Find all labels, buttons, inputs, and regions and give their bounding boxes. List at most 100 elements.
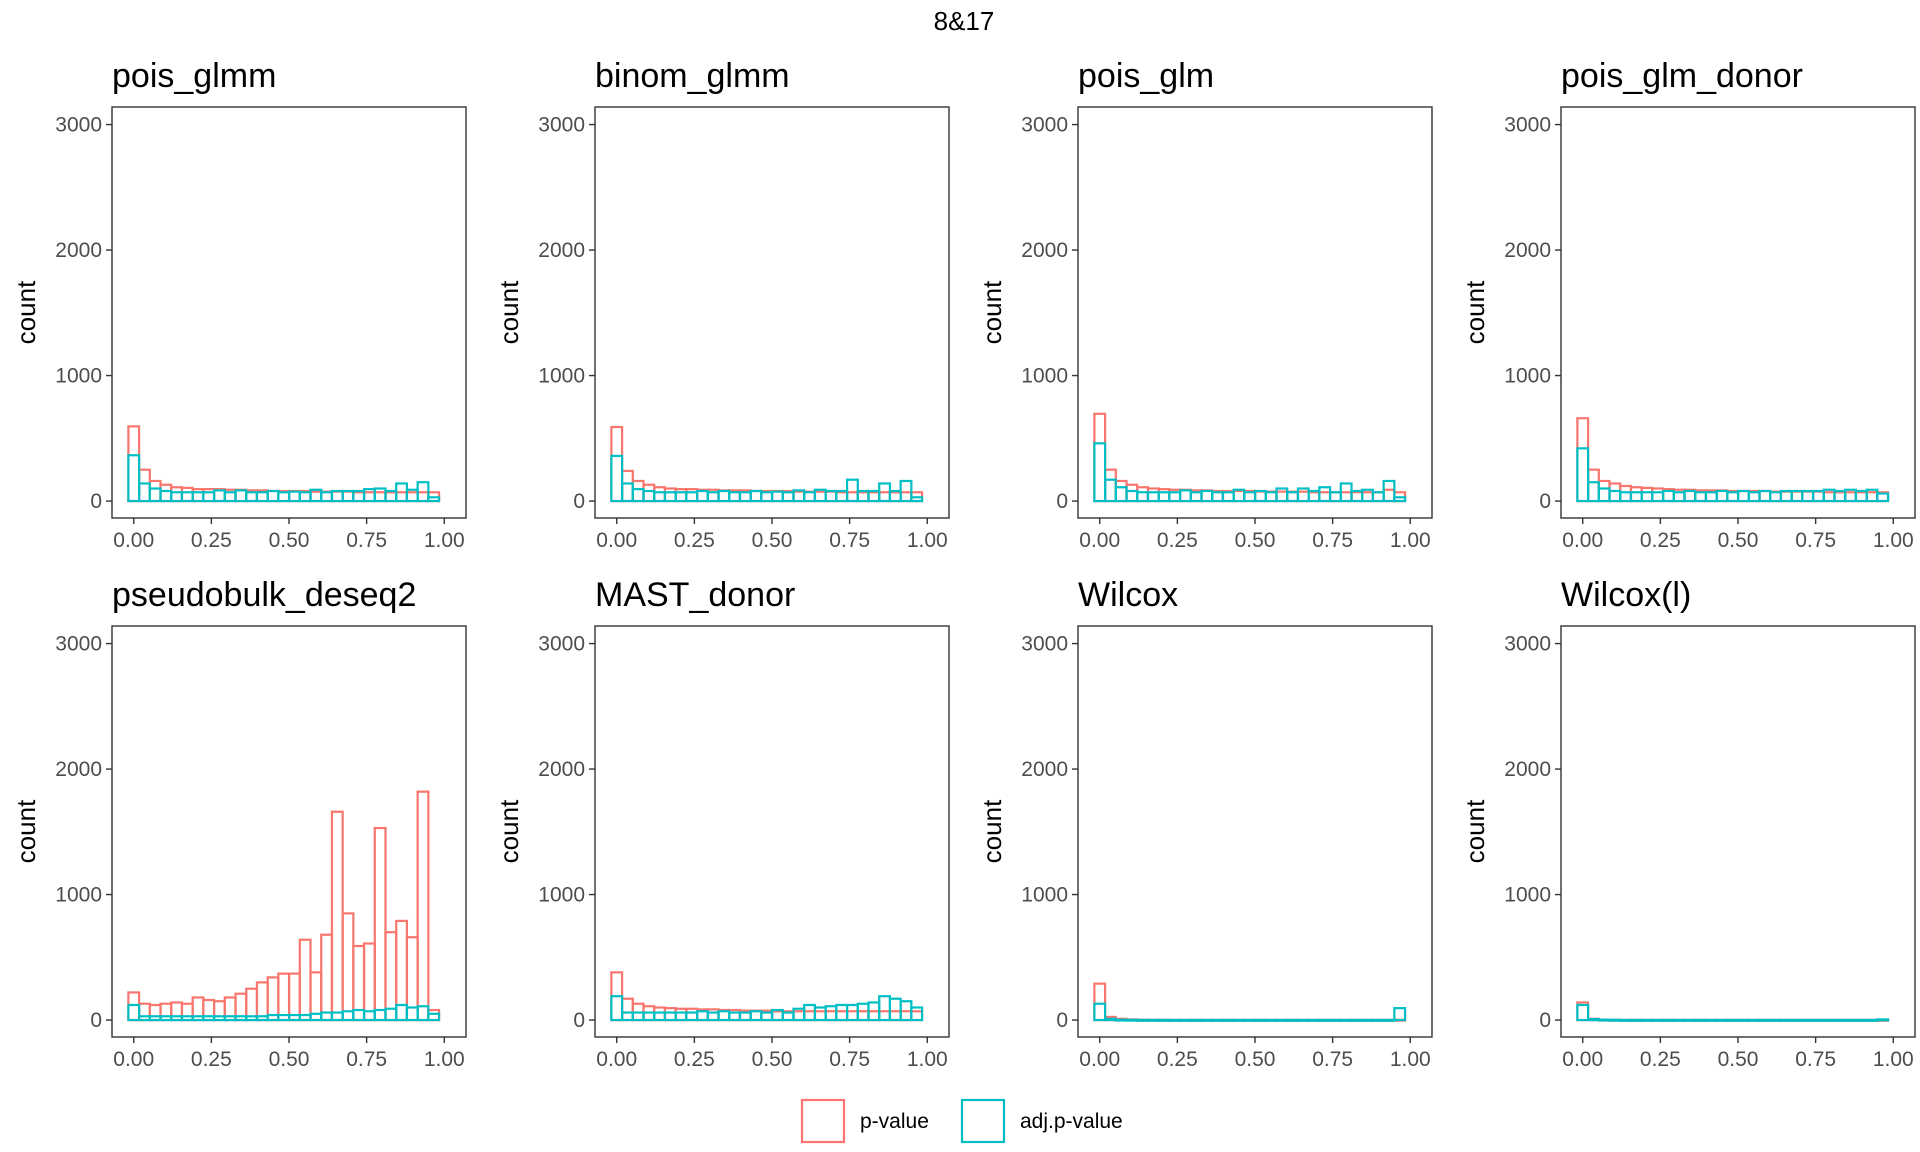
bar-adj-p-value xyxy=(223,491,237,503)
y-tick-label: 0 xyxy=(90,1009,102,1032)
bar-adj-p-value xyxy=(1715,1018,1729,1022)
series-adj-p-value xyxy=(610,995,924,1022)
legend: p-value adj.p-value xyxy=(800,1098,1123,1144)
bar-adj-p-value xyxy=(910,496,924,503)
bar-adj-p-value xyxy=(395,1003,409,1022)
bar-adj-p-value xyxy=(277,491,291,503)
bar-adj-p-value xyxy=(1672,491,1686,503)
plot-frame xyxy=(1077,106,1433,519)
bar-p-value xyxy=(867,1010,881,1022)
plot-frame xyxy=(1560,625,1916,1038)
x-tick-label: 0.25 xyxy=(1640,1048,1681,1071)
bar-adj-p-value xyxy=(245,1015,259,1022)
series-adj-p-value xyxy=(610,454,924,503)
x-tick-label: 1.00 xyxy=(907,1048,948,1071)
bar-p-value xyxy=(373,826,387,1022)
panel-title: pseudobulk_deseq2 xyxy=(112,576,416,614)
series-adj-p-value xyxy=(127,454,441,503)
bar-adj-p-value xyxy=(373,487,387,503)
y-tick-label: 3000 xyxy=(55,633,102,656)
bar-adj-p-value xyxy=(1619,491,1633,503)
bar-p-value xyxy=(277,972,291,1022)
bar-adj-p-value xyxy=(1597,487,1611,503)
y-tick-label: 1000 xyxy=(1021,884,1068,907)
bar-adj-p-value xyxy=(212,489,226,503)
bar-adj-p-value xyxy=(1371,1018,1385,1022)
x-tick-label: 0.00 xyxy=(113,1048,154,1071)
bar-adj-p-value xyxy=(320,1011,334,1022)
bar-p-value xyxy=(770,1010,784,1022)
bar-p-value xyxy=(653,1006,667,1022)
bar-adj-p-value xyxy=(287,490,301,503)
bar-adj-p-value xyxy=(770,490,784,503)
bar-p-value xyxy=(835,491,849,503)
bar-adj-p-value xyxy=(255,1015,269,1022)
bar-p-value xyxy=(170,1001,184,1022)
bar-adj-p-value xyxy=(1200,1018,1214,1022)
y-tick-label: 0 xyxy=(1056,490,1068,513)
x-tick-label: 0.50 xyxy=(269,529,310,552)
bar-p-value xyxy=(1651,487,1665,503)
bar-adj-p-value xyxy=(728,491,742,503)
bar-adj-p-value xyxy=(245,491,259,503)
panel-title: pois_glmm xyxy=(112,57,276,95)
bar-adj-p-value xyxy=(1114,1018,1128,1022)
x-tick-label: 0.25 xyxy=(191,1048,232,1071)
bar-p-value xyxy=(330,490,344,503)
y-tick-label: 3000 xyxy=(1504,633,1551,656)
y-tick-label: 0 xyxy=(1056,1009,1068,1032)
bar-p-value xyxy=(1790,490,1804,503)
x-tick-label: 0.00 xyxy=(1562,1048,1603,1071)
bar-adj-p-value xyxy=(1136,491,1150,503)
bar-adj-p-value xyxy=(1758,489,1772,503)
bar-adj-p-value xyxy=(330,1011,344,1022)
bar-adj-p-value xyxy=(1608,489,1622,503)
bar-adj-p-value xyxy=(1189,1018,1203,1022)
bar-p-value xyxy=(1779,490,1793,503)
bar-p-value xyxy=(1854,491,1868,503)
bar-adj-p-value xyxy=(373,1008,387,1022)
bar-adj-p-value xyxy=(1296,1018,1310,1022)
bar-p-value xyxy=(813,1010,827,1022)
bar-p-value xyxy=(1339,491,1353,503)
bar-adj-p-value xyxy=(1307,1018,1321,1022)
bar-adj-p-value xyxy=(663,491,677,503)
bar-p-value xyxy=(148,479,162,503)
plot-frame xyxy=(1077,625,1433,1038)
bar-p-value xyxy=(749,489,763,503)
bar-adj-p-value xyxy=(760,1011,774,1022)
x-tick-label: 0.50 xyxy=(1235,1048,1276,1071)
x-tick-label: 0.75 xyxy=(346,529,387,552)
y-axis-label: count xyxy=(977,280,1007,344)
bar-adj-p-value xyxy=(277,1013,291,1022)
bar-adj-p-value xyxy=(427,496,441,503)
bar-p-value xyxy=(1736,489,1750,503)
bar-adj-p-value xyxy=(1801,1018,1815,1022)
bar-adj-p-value xyxy=(1629,491,1643,503)
x-tick-label: 0.50 xyxy=(1718,529,1759,552)
series-p-value xyxy=(1576,1001,1890,1022)
bar-adj-p-value xyxy=(824,1005,838,1022)
bar-p-value xyxy=(137,1002,151,1022)
y-tick-label: 3000 xyxy=(55,114,102,137)
bar-adj-p-value xyxy=(706,491,720,503)
panel-wilcox-l: Wilcox(l) count 0 1000 2000 3000 0.00 0.25 0.50 0… xyxy=(1460,576,1916,1071)
bar-adj-p-value xyxy=(1576,447,1590,503)
bar-adj-p-value xyxy=(1854,1018,1868,1022)
bar-adj-p-value xyxy=(749,489,763,503)
bar-adj-p-value xyxy=(1114,486,1128,503)
bar-adj-p-value xyxy=(1125,1018,1139,1022)
bar-adj-p-value xyxy=(1747,1018,1761,1022)
bar-adj-p-value xyxy=(1211,491,1225,503)
bar-p-value xyxy=(395,491,409,503)
bar-p-value xyxy=(1146,487,1160,503)
y-axis-label: count xyxy=(494,280,524,344)
bar-adj-p-value xyxy=(416,1005,430,1022)
x-tick-label: 0.25 xyxy=(674,529,715,552)
y-tick-label: 1000 xyxy=(55,884,102,907)
bar-adj-p-value xyxy=(642,489,656,503)
bar-adj-p-value xyxy=(1200,489,1214,503)
y-tick-label: 2000 xyxy=(538,239,585,262)
bar-p-value xyxy=(685,488,699,503)
bar-adj-p-value xyxy=(695,489,709,503)
